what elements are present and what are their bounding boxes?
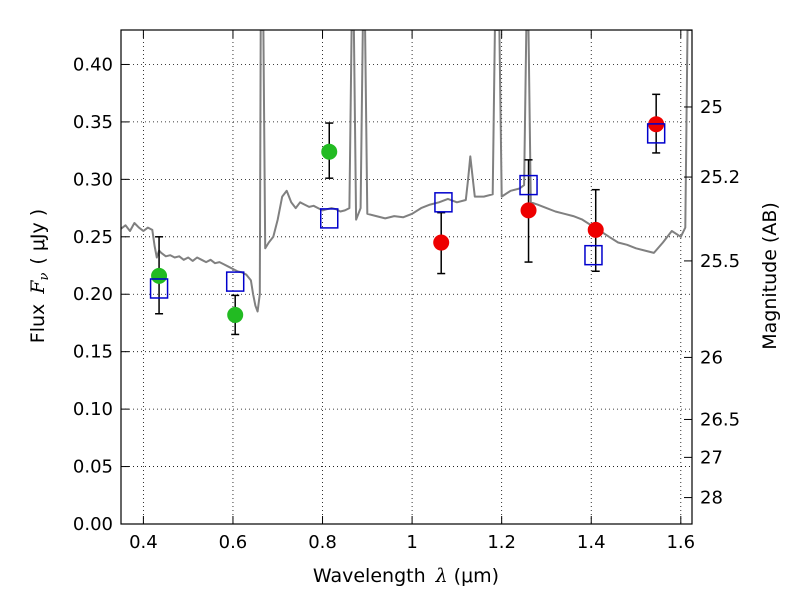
plot-area <box>121 30 692 336</box>
y2-axis-label: Magnitude (AB) <box>759 202 781 350</box>
y2-tick-label: 26.5 <box>700 409 740 430</box>
model-square-marker <box>584 244 603 266</box>
model-square-marker <box>434 192 453 213</box>
x-tick-label: 1.2 <box>487 532 516 553</box>
y2-tick-label: 27 <box>700 447 723 468</box>
x-tick-label: 0.4 <box>129 532 158 553</box>
x-tick-label: 1 <box>406 532 417 553</box>
y2-tick-label: 25.5 <box>700 251 740 272</box>
y-tick-label: 0.05 <box>73 457 113 478</box>
y2-tick-label: 25.2 <box>700 167 740 188</box>
x-axis-label: Wavelength λ (μm) <box>313 565 499 587</box>
y-tick-label: 0.10 <box>73 399 113 420</box>
y2-tick-label: 26 <box>700 347 723 368</box>
grid <box>121 30 692 525</box>
model-square-marker <box>519 174 538 196</box>
red-data-point <box>587 221 604 238</box>
y-tick-label: 0.25 <box>73 227 113 248</box>
axes-frame <box>120 29 693 525</box>
model-square-marker <box>646 123 666 144</box>
y-tick-label: 0.35 <box>73 112 113 133</box>
x-tick-label: 1.4 <box>577 532 606 553</box>
y-tick-label: 0.15 <box>73 342 113 363</box>
y2-tick-label: 28 <box>700 488 723 509</box>
y-tick-label: 0.30 <box>73 169 113 190</box>
y-tick-label: 0.00 <box>73 514 113 535</box>
red-data-point <box>433 234 450 251</box>
model-square-marker <box>319 208 339 229</box>
model-square-marker <box>225 271 245 292</box>
x-tick-label: 1.6 <box>666 532 695 553</box>
x-tick-label: 0.6 <box>219 532 248 553</box>
model-square-marker <box>149 278 169 299</box>
model-spectrum-line <box>121 30 692 313</box>
red-data-point <box>520 202 537 219</box>
y2-tick-label: 25 <box>700 97 723 118</box>
y-tick-label: 0.40 <box>73 54 113 75</box>
axis-ticks: 0.4 0.6 0.8 1 1.2 1.4 1.6 0.00 0.05 0.10 0.15 0.20 0… <box>73 30 740 553</box>
plot-border <box>120 29 693 525</box>
green-data-point <box>321 143 338 160</box>
green-data-point <box>151 267 168 284</box>
y-axis-label: FluxFν( μJy ) <box>27 209 52 343</box>
x-tick-label: 0.8 <box>308 532 337 553</box>
y-tick-label: 0.20 <box>73 284 113 305</box>
green-data-point <box>227 306 244 323</box>
